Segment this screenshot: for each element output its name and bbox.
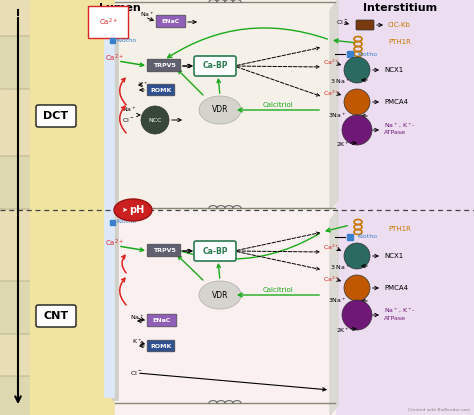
Text: Ca$^{2+}$: Ca$^{2+}$ <box>99 16 118 28</box>
Text: Ca$^{2+}$: Ca$^{2+}$ <box>104 52 124 63</box>
Text: NCC: NCC <box>148 117 162 122</box>
FancyBboxPatch shape <box>147 84 175 96</box>
Text: PTH1R: PTH1R <box>388 39 411 45</box>
Text: Ca$^{2+}$: Ca$^{2+}$ <box>104 237 124 249</box>
Text: 2K$^+$: 2K$^+$ <box>336 327 350 335</box>
FancyBboxPatch shape <box>147 59 181 72</box>
Polygon shape <box>330 0 338 210</box>
Text: K$^+$: K$^+$ <box>132 337 142 347</box>
Text: Na$^+$: Na$^+$ <box>130 314 145 322</box>
Text: TRPV5: TRPV5 <box>153 63 175 68</box>
Ellipse shape <box>199 96 241 124</box>
Bar <box>115 0 335 210</box>
Text: Cl$^-$: Cl$^-$ <box>130 369 142 377</box>
Text: CNT: CNT <box>44 311 69 321</box>
Text: K$^+$: K$^+$ <box>138 81 148 90</box>
Text: Ca$^{2+}$: Ca$^{2+}$ <box>323 57 340 67</box>
Bar <box>104 19 114 397</box>
Circle shape <box>344 243 370 269</box>
Circle shape <box>141 106 169 134</box>
Text: Lumen: Lumen <box>99 3 141 13</box>
FancyBboxPatch shape <box>0 36 34 89</box>
Text: ENaC: ENaC <box>162 19 180 24</box>
Text: 2K$^+$: 2K$^+$ <box>336 141 350 149</box>
FancyBboxPatch shape <box>0 156 34 209</box>
FancyBboxPatch shape <box>147 314 177 327</box>
Text: Klotho: Klotho <box>116 37 136 42</box>
Text: Cl$^-$: Cl$^-$ <box>122 116 134 124</box>
FancyBboxPatch shape <box>194 56 236 76</box>
Polygon shape <box>330 210 338 415</box>
Bar <box>347 234 353 240</box>
Text: 3 Na$^+$: 3 Na$^+$ <box>330 78 351 86</box>
FancyBboxPatch shape <box>156 15 186 28</box>
Bar <box>335 0 474 415</box>
Text: Ca-BP: Ca-BP <box>202 61 228 71</box>
FancyBboxPatch shape <box>147 340 175 352</box>
Bar <box>30 0 120 415</box>
FancyBboxPatch shape <box>36 105 76 127</box>
Text: Klotho: Klotho <box>116 220 136 225</box>
Text: Created with BioRender.com: Created with BioRender.com <box>408 408 470 412</box>
Text: Interstitium: Interstitium <box>363 3 437 13</box>
Text: Na$^+$: Na$^+$ <box>140 10 155 20</box>
Text: PMCA4: PMCA4 <box>384 99 408 105</box>
Text: TRPV5: TRPV5 <box>153 248 175 253</box>
Text: Ca$^{2+}$: Ca$^{2+}$ <box>323 274 340 283</box>
Ellipse shape <box>199 281 241 309</box>
Text: PMCA4: PMCA4 <box>384 285 408 291</box>
Text: Klotho: Klotho <box>357 234 377 239</box>
Text: Ca$^{2+}$: Ca$^{2+}$ <box>323 88 340 98</box>
FancyBboxPatch shape <box>356 20 374 30</box>
Text: pH: pH <box>129 205 145 215</box>
Text: ATPase: ATPase <box>384 315 406 320</box>
Text: ENaC: ENaC <box>153 318 171 323</box>
Bar <box>112 15 118 400</box>
FancyBboxPatch shape <box>194 241 236 261</box>
Text: Ca$^{2+}$: Ca$^{2+}$ <box>323 242 340 251</box>
Bar <box>347 51 353 57</box>
Text: Klotho: Klotho <box>357 51 377 56</box>
Text: Calcitriol: Calcitriol <box>263 102 293 108</box>
FancyBboxPatch shape <box>36 305 76 327</box>
Text: Calcitriol: Calcitriol <box>263 287 293 293</box>
Text: 3Na$^+$: 3Na$^+$ <box>328 112 346 120</box>
Ellipse shape <box>114 199 152 221</box>
Bar <box>110 220 115 225</box>
Text: 3Na$^+$: 3Na$^+$ <box>328 297 346 305</box>
FancyBboxPatch shape <box>0 376 34 415</box>
Text: 3 Na$^+$: 3 Na$^+$ <box>330 264 351 273</box>
Text: ATPase: ATPase <box>384 130 406 136</box>
Bar <box>115 210 335 415</box>
Text: Na$^+$: Na$^+$ <box>122 105 137 115</box>
Circle shape <box>344 89 370 115</box>
Text: VDR: VDR <box>212 290 228 300</box>
Text: ROMK: ROMK <box>150 88 172 93</box>
Circle shape <box>344 275 370 301</box>
Text: ➤: ➤ <box>121 207 127 213</box>
Circle shape <box>342 300 372 330</box>
FancyBboxPatch shape <box>147 244 181 257</box>
Text: ROMK: ROMK <box>150 344 172 349</box>
Circle shape <box>342 115 372 145</box>
FancyBboxPatch shape <box>0 281 34 334</box>
Text: ClC-Kb: ClC-Kb <box>388 22 411 28</box>
Circle shape <box>344 57 370 83</box>
Text: VDR: VDR <box>212 105 228 115</box>
Text: NCX1: NCX1 <box>384 67 403 73</box>
Text: Ca-BP: Ca-BP <box>202 247 228 256</box>
Bar <box>110 38 115 43</box>
Text: Na$^+$, K$^+$-: Na$^+$, K$^+$- <box>384 307 416 315</box>
Text: PTH1R: PTH1R <box>388 226 411 232</box>
Text: DCT: DCT <box>44 111 69 121</box>
Text: NCX1: NCX1 <box>384 253 403 259</box>
Text: Cl$^-$: Cl$^-$ <box>336 18 348 26</box>
Text: Na$^+$, K$^+$-: Na$^+$, K$^+$- <box>384 122 416 130</box>
